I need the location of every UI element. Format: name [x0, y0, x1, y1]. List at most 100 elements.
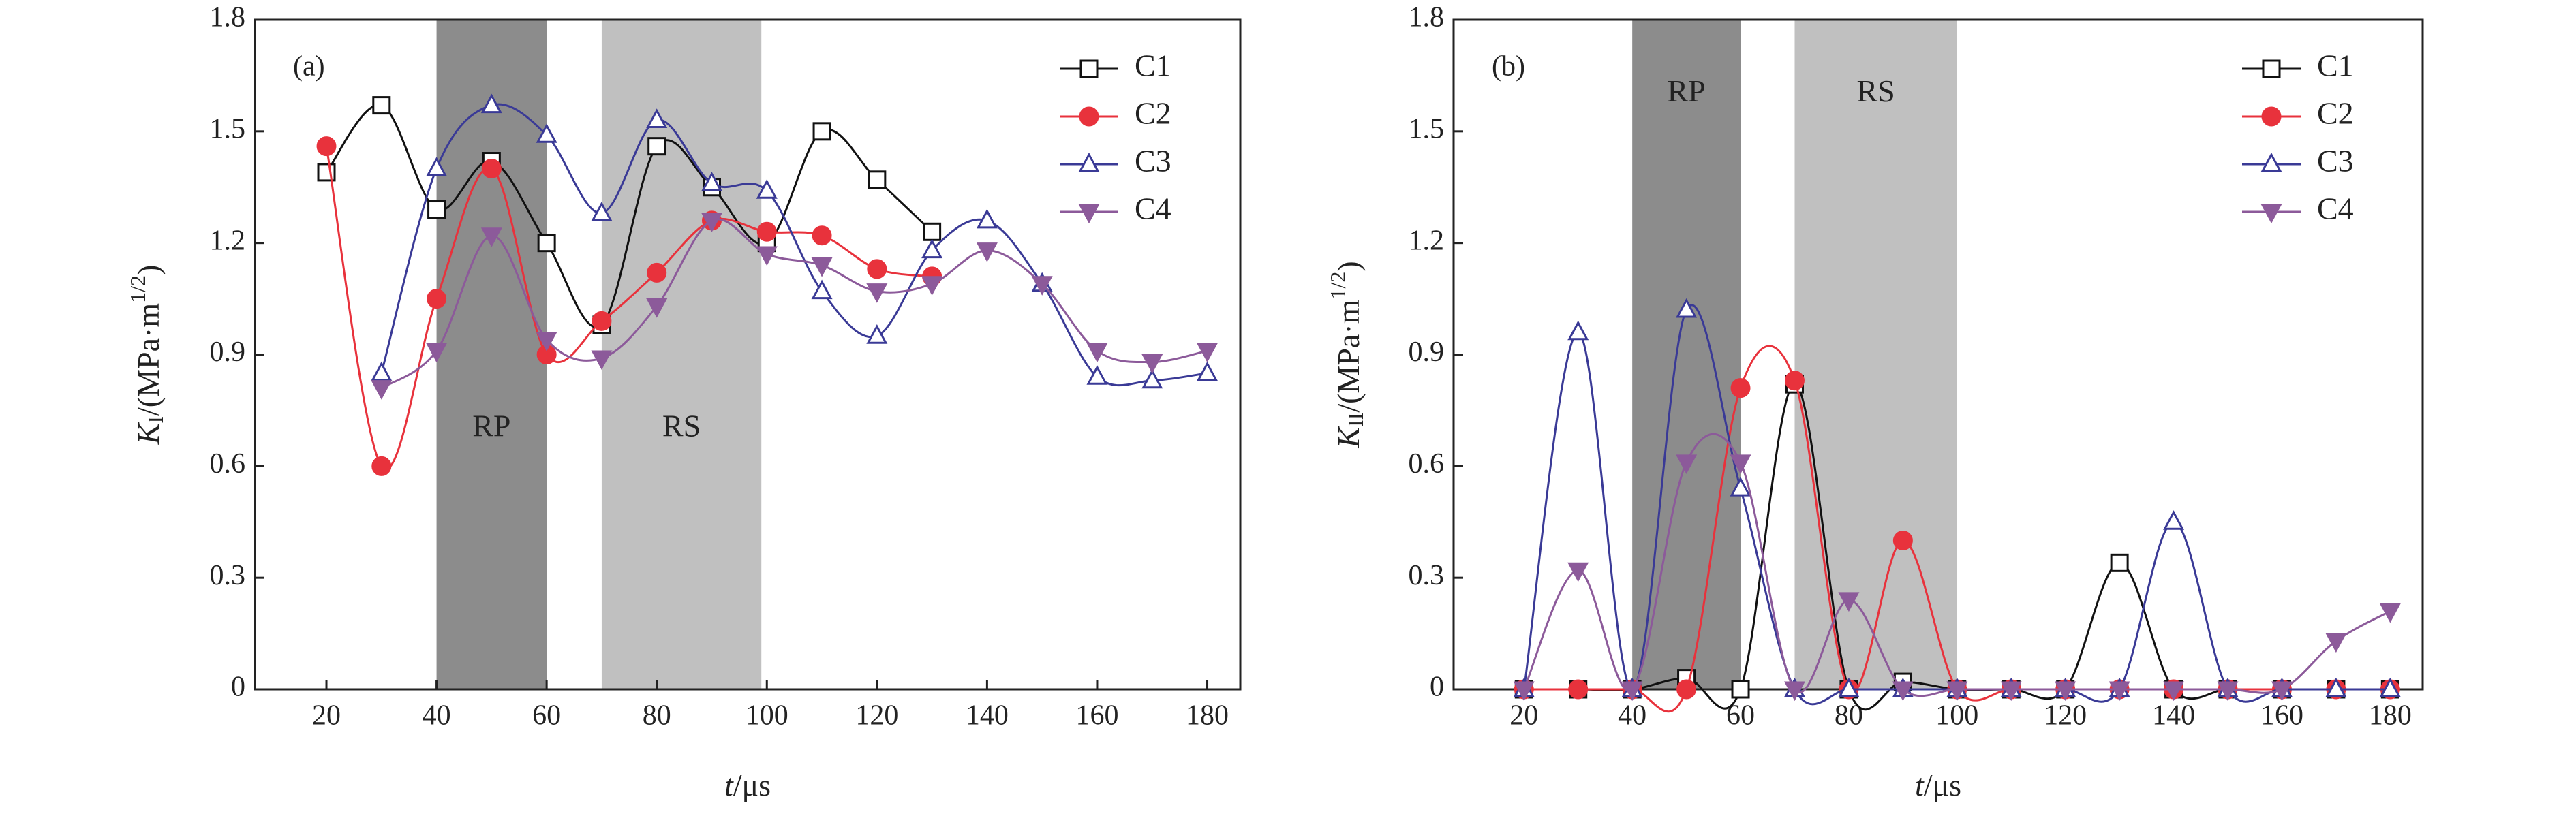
marker — [701, 172, 723, 191]
panel: RP RS 20 40 60 80 100 120 140 160 180 0 0.3 0.6 0.9 1.2… — [1325, 2, 2424, 802]
x-tick-label: 180 — [1186, 700, 1229, 732]
marker — [1567, 320, 1589, 341]
marker — [480, 93, 502, 114]
marker — [1197, 361, 1218, 381]
x-label-italic: t — [1915, 768, 1925, 802]
x-tick-label: 160 — [1075, 700, 1118, 732]
y-label-unit: /(MPa·m — [131, 303, 166, 416]
y-label-sup: 1/2 — [125, 275, 150, 303]
legend-label: C1 — [1135, 48, 1171, 83]
legend-marker — [2261, 106, 2282, 127]
marker — [592, 311, 612, 331]
marker — [426, 343, 448, 363]
y-tick-label: 0.6 — [210, 448, 246, 480]
marker — [1676, 298, 1698, 318]
marker — [756, 221, 777, 242]
x-tick-label: 180 — [2369, 700, 2412, 732]
x-axis-label: t/μs — [1915, 768, 1961, 802]
marker — [481, 158, 502, 178]
marker — [1892, 531, 1913, 551]
y-tick-label: 0.3 — [210, 560, 246, 591]
marker — [923, 222, 942, 241]
series-line — [325, 146, 932, 470]
panel-label: (a) — [293, 51, 325, 82]
legend-marker — [2260, 152, 2282, 172]
x-tick-label: 20 — [1509, 700, 1538, 732]
marker — [921, 238, 943, 259]
marker — [2055, 681, 2076, 702]
x-tick-label: 140 — [2152, 700, 2195, 732]
shaded-region — [1632, 20, 1741, 689]
panel: RP RS 20 40 60 80 100 120 140 160 180 0 0.3 0.6 0.9 1.2… — [125, 2, 1242, 802]
marker — [1784, 371, 1805, 391]
x-label-unit: /μs — [733, 768, 771, 802]
y-label-sup: 1/2 — [1325, 272, 1350, 300]
marker — [2110, 553, 2129, 572]
marker — [2325, 633, 2347, 653]
marker — [756, 179, 778, 199]
y-label-italic: K — [131, 422, 166, 445]
marker — [812, 122, 831, 141]
legend-label: C3 — [1135, 144, 1171, 178]
marker — [1731, 680, 1750, 699]
y-tick-label: 0 — [231, 672, 245, 703]
shaded-region — [601, 20, 762, 689]
marker — [1197, 343, 1218, 363]
marker — [1513, 681, 1535, 702]
marker — [921, 276, 943, 296]
marker — [536, 123, 557, 143]
x-tick-label: 20 — [312, 700, 341, 732]
y-label-sub: I — [143, 416, 168, 424]
marker — [866, 283, 888, 303]
marker — [426, 157, 448, 176]
marker — [2163, 510, 2185, 530]
marker — [2000, 681, 2022, 702]
marker — [427, 200, 446, 219]
legend-label: C4 — [2317, 191, 2354, 226]
marker — [1730, 454, 1751, 475]
marker — [1086, 365, 1108, 385]
y-axis-label: KII/(MPa·m1/2) — [1325, 261, 1368, 448]
x-label-unit: /μs — [1924, 768, 1961, 802]
marker — [1141, 354, 1163, 374]
region-label: RS — [1857, 74, 1895, 108]
panel-label: (b) — [1492, 51, 1525, 82]
marker — [371, 380, 393, 400]
y-tick-label: 0 — [1430, 672, 1444, 703]
x-tick-label: 80 — [643, 700, 671, 732]
marker — [976, 242, 998, 262]
x-tick-label: 160 — [2260, 700, 2303, 732]
x-tick-label: 60 — [1726, 700, 1755, 732]
marker — [1783, 681, 1805, 702]
marker — [812, 225, 832, 246]
x-tick-label: 80 — [1835, 700, 1863, 732]
marker — [591, 350, 613, 371]
marker — [537, 234, 556, 253]
marker — [646, 108, 668, 128]
marker — [1031, 276, 1053, 296]
legend-label: C2 — [2317, 96, 2354, 131]
marker — [811, 257, 833, 277]
y-tick-label: 1.5 — [1409, 113, 1445, 144]
marker — [646, 298, 668, 318]
marker — [1730, 476, 1751, 497]
y-axis-label: KI/(MPa·m1/2) — [125, 265, 168, 445]
marker — [1141, 368, 1163, 389]
marker — [1946, 681, 1968, 702]
x-tick-label: 120 — [855, 700, 898, 732]
marker — [316, 136, 337, 157]
x-tick-label: 60 — [532, 700, 561, 732]
marker — [1086, 343, 1108, 363]
marker — [866, 324, 888, 344]
shaded-region — [1794, 20, 1957, 689]
legend-label: C2 — [1135, 96, 1171, 131]
marker — [1838, 677, 1860, 697]
marker — [372, 96, 391, 115]
shaded-region — [436, 20, 547, 689]
marker — [1567, 562, 1589, 582]
marker — [1838, 592, 1860, 612]
marker — [480, 227, 502, 247]
y-label-close: ) — [131, 265, 166, 275]
x-tick-label: 100 — [1935, 700, 1978, 732]
marker — [2325, 677, 2347, 697]
